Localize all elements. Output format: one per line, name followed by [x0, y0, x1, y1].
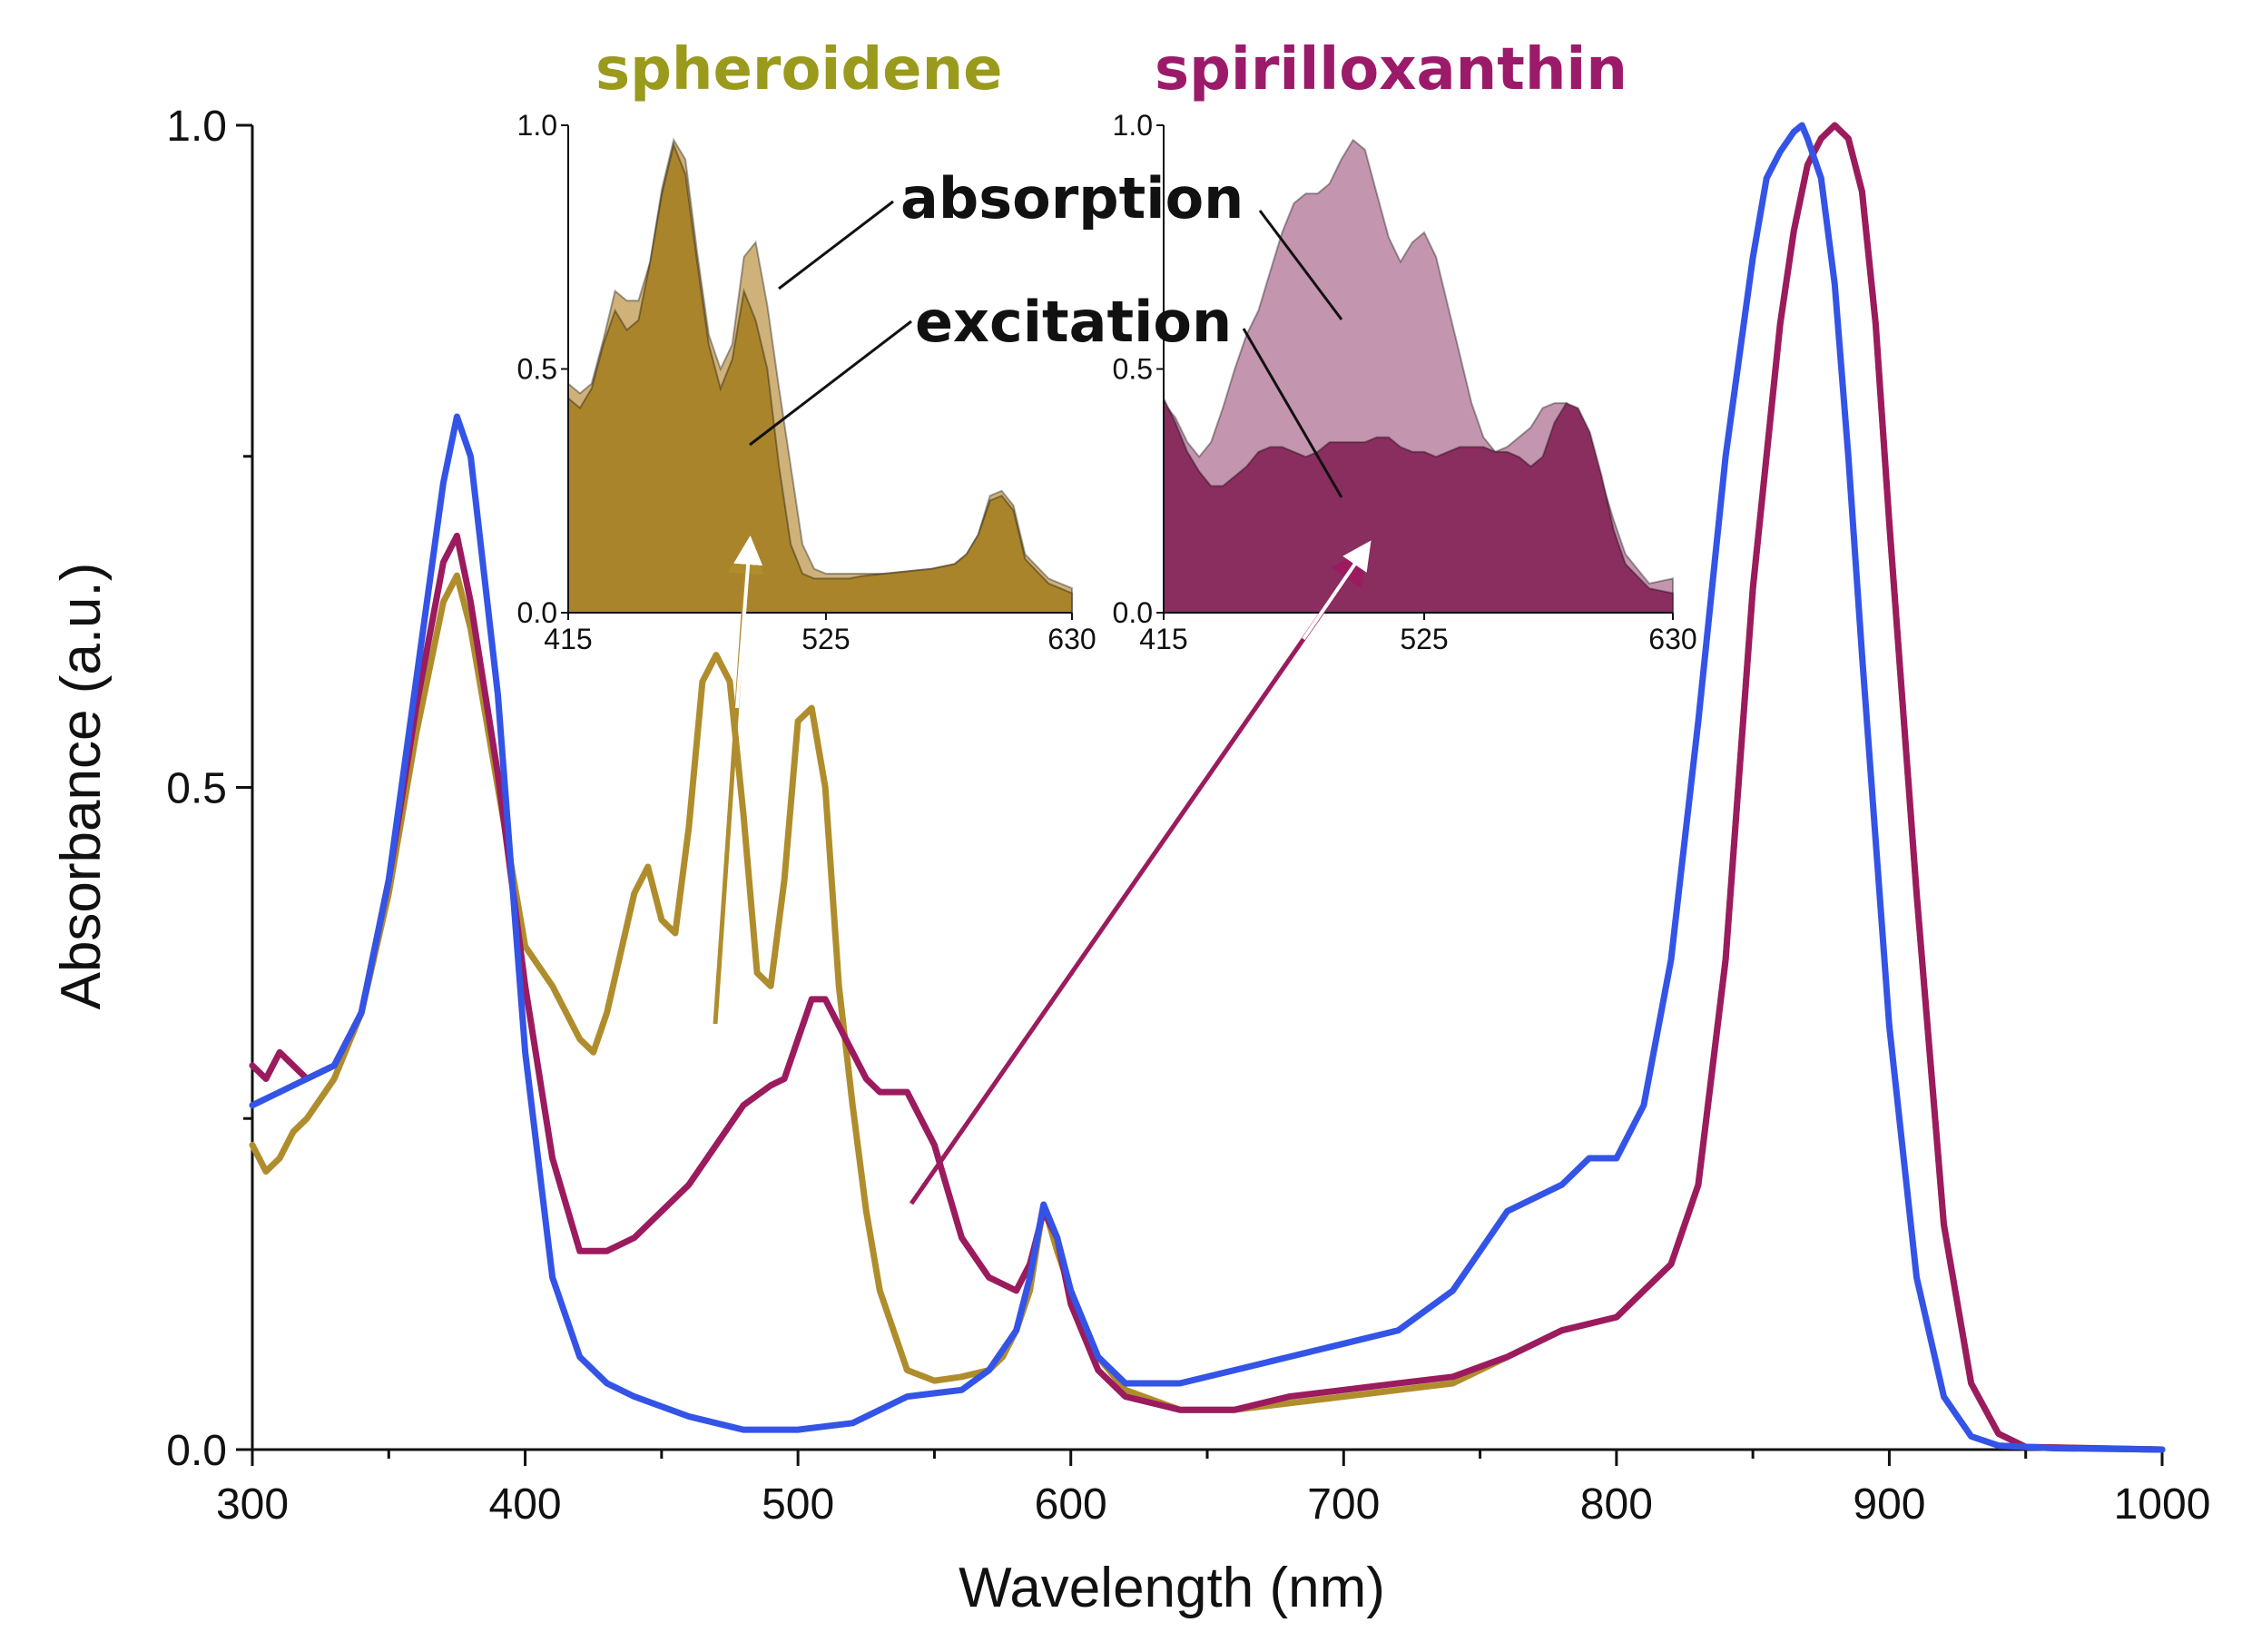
- spirilloxanthin-inset-x-tick-label: 415: [1139, 623, 1187, 655]
- spheroidene-inset-y-tick-label: 1.0: [517, 109, 557, 142]
- spheroidene-inset-y-tick-label: 0.0: [517, 596, 557, 629]
- x-tick-label: 900: [1853, 1480, 1925, 1529]
- spheroidene-inset-x-tick-label: 525: [801, 623, 850, 655]
- x-tick-label: 600: [1035, 1480, 1107, 1529]
- absorption-pointer-left: [778, 200, 894, 290]
- x-tick-label: 700: [1307, 1480, 1380, 1529]
- absorption-pointer-right: [1258, 210, 1343, 320]
- spirilloxanthin-arrow: [909, 547, 1367, 1205]
- spheroidene-inset-excitation-area: [567, 142, 1073, 614]
- blue-line: [249, 122, 2166, 1453]
- absorption-label: absorption: [900, 165, 1244, 231]
- inset-spirilloxanthin: 415 525 630 0.0 0.5 1.0: [1113, 109, 1697, 655]
- spirilloxanthin-inset-x-tick-label: 525: [1400, 623, 1448, 655]
- x-tick-label: 800: [1580, 1480, 1653, 1529]
- spheroidene-arrow-inset: [733, 536, 763, 709]
- spirilloxanthin-inset-y-tick-label: 0.5: [1113, 353, 1153, 386]
- spheroidene-inset-y-tick-label: 0.5: [517, 353, 557, 386]
- annotations: spheroidene spirilloxanthin absorption e…: [50, 36, 1627, 1619]
- y-axis-title: Absorbance (a.u.): [50, 563, 113, 1010]
- x-tick-label: 500: [762, 1480, 834, 1529]
- main-chart: 300 400 500 600 700 800 900 1000 0.0 0.5 1.0: [166, 103, 2210, 1529]
- inset-spheroidene: 415 525 630 0.0 0.5 1.0: [517, 109, 1096, 655]
- spheroidene-inset-x-tick-label: 415: [544, 623, 592, 655]
- spheroidene-inset-x-tick-label: 630: [1047, 623, 1096, 655]
- excitation-label: excitation: [915, 289, 1232, 355]
- x-tick-label: 400: [489, 1480, 562, 1529]
- y-tick-label: 0.0: [166, 1427, 227, 1475]
- spirilloxanthin-label: spirilloxanthin: [1155, 36, 1627, 103]
- spheroidene-label: spheroidene: [595, 36, 1003, 103]
- spirilloxanthin-inset-excitation-area: [1163, 398, 1674, 614]
- x-tick-label: 300: [216, 1480, 289, 1529]
- x-axis-title: Wavelength (nm): [959, 1557, 1385, 1619]
- spirilloxanthin-inset-y-tick-label: 0.0: [1113, 596, 1153, 629]
- spirilloxanthin-inset-x-tick-label: 630: [1648, 623, 1696, 655]
- y-tick-label: 1.0: [166, 103, 227, 151]
- spirilloxanthin-arrow-inset: [1302, 540, 1372, 641]
- excitation-pointer-right: [1242, 328, 1343, 498]
- spirilloxanthin-inset-y-tick-label: 1.0: [1113, 109, 1153, 142]
- y-tick-label: 0.5: [166, 765, 227, 813]
- excitation-pointer-left: [749, 320, 912, 447]
- x-tick-label: 1000: [2114, 1480, 2211, 1529]
